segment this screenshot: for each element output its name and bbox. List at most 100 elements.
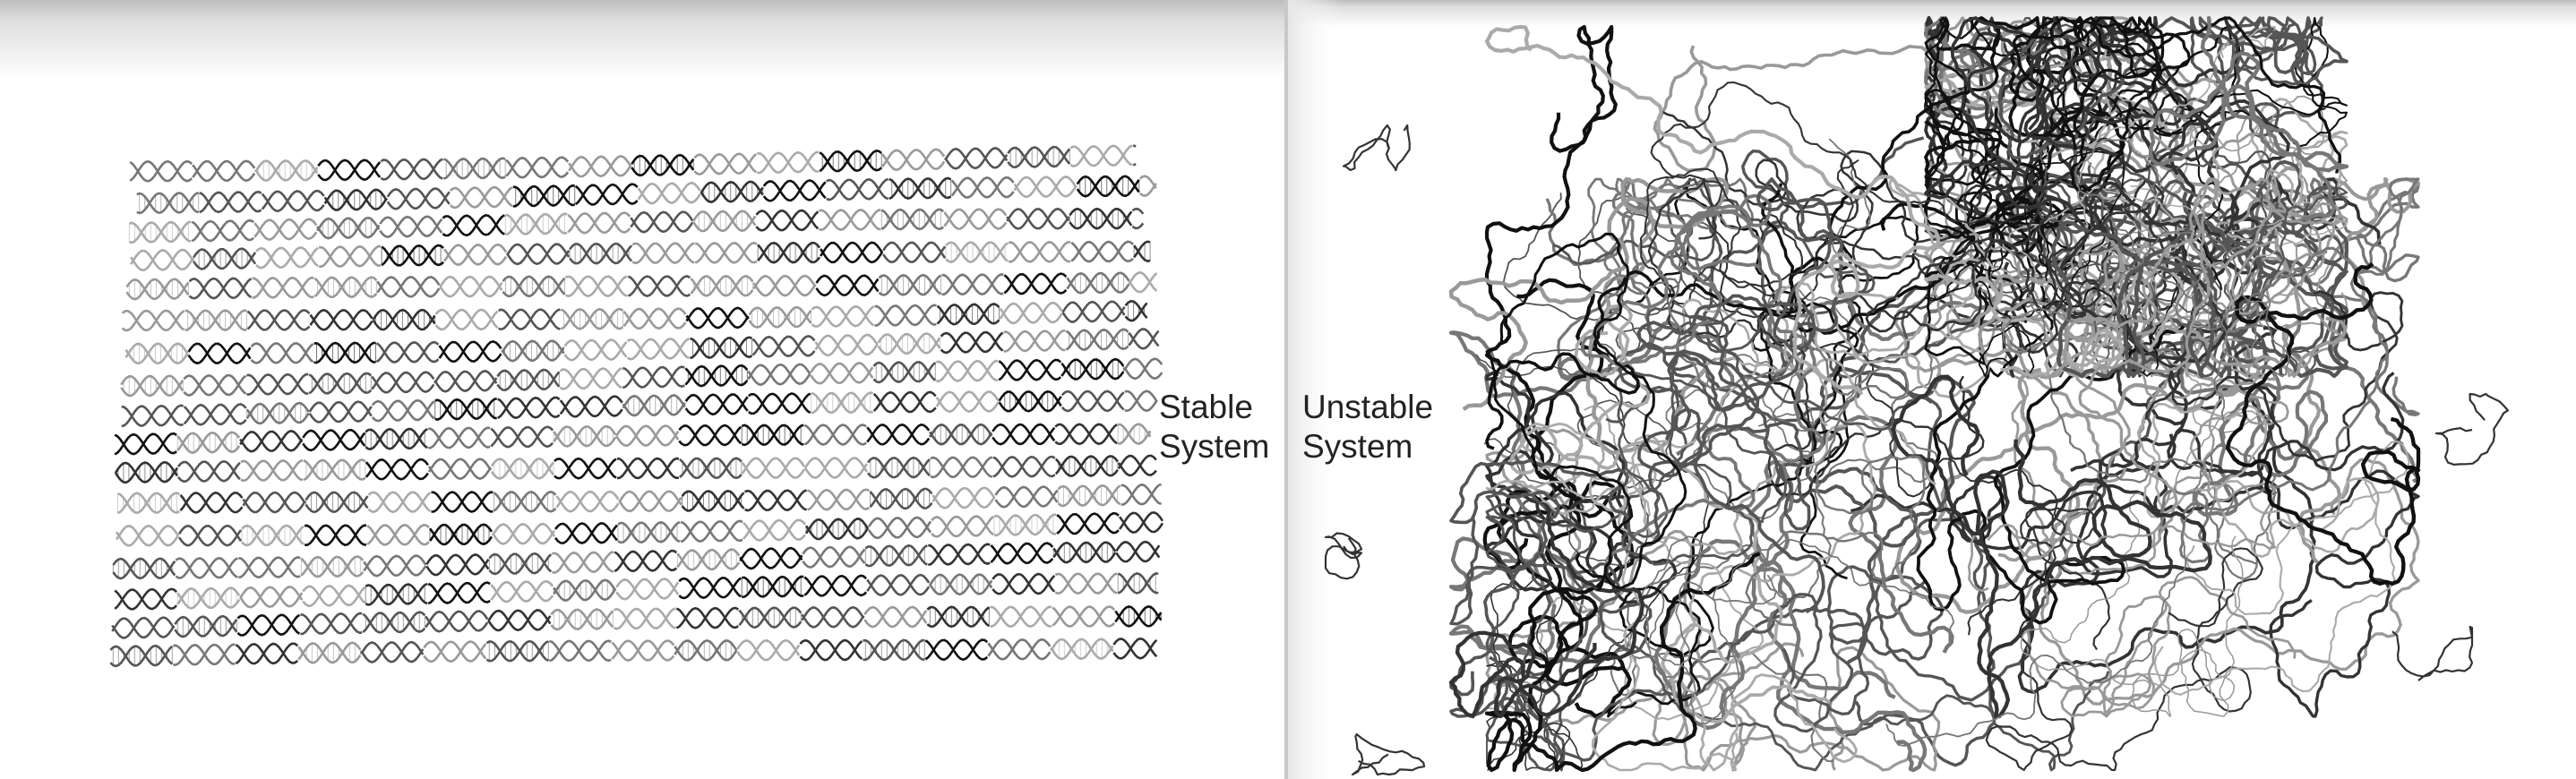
helix-strand — [615, 578, 680, 601]
helix-strand — [932, 486, 996, 509]
helix-strand — [505, 156, 570, 179]
helix-strand — [434, 370, 498, 392]
helix-strand — [1066, 271, 1130, 295]
helix-strand — [864, 544, 928, 568]
helix-strand — [1052, 541, 1117, 564]
helix-strand — [569, 242, 633, 265]
strand — [2020, 492, 2244, 717]
strand — [1449, 314, 1811, 697]
helix-rungs — [569, 244, 630, 264]
helix-strand — [553, 424, 617, 448]
helix-strand — [555, 490, 620, 513]
helix-strand — [443, 244, 508, 267]
helix-strand — [574, 183, 639, 206]
helix-strand — [1123, 357, 1163, 381]
helix-strand — [183, 373, 247, 397]
helix-strand — [174, 614, 238, 638]
helix-strand — [239, 586, 304, 609]
helix-strand — [631, 242, 695, 265]
helix-strand — [176, 431, 241, 454]
helix-strand — [882, 241, 947, 263]
helix-strand — [615, 424, 680, 447]
helix-strand — [300, 555, 365, 578]
helix-strand — [427, 581, 491, 605]
strand — [1485, 427, 1757, 772]
helix-strand — [1117, 572, 1159, 595]
helix-strand — [553, 578, 617, 602]
helix-strand — [304, 524, 367, 547]
helix-strand — [1121, 483, 1162, 506]
helix-strand — [757, 241, 821, 264]
helix-strand — [736, 638, 801, 662]
helix-strand — [987, 638, 1052, 661]
helix-strand — [309, 309, 374, 331]
helix-strand — [748, 392, 811, 415]
helix-strand — [490, 580, 554, 603]
helix-strand — [617, 520, 681, 544]
strand — [1485, 489, 2110, 772]
helix-strand — [1007, 146, 1071, 169]
helix-strand — [319, 244, 382, 268]
helix-strand — [1123, 357, 1163, 380]
strand — [1647, 177, 1985, 497]
helix-strand — [255, 246, 319, 270]
helix-rungs — [117, 462, 178, 483]
helix-strand — [367, 491, 432, 514]
helix-strand — [1056, 511, 1120, 535]
helix-strand — [736, 638, 801, 662]
helix-strand — [994, 485, 1059, 509]
helix-strand — [1054, 423, 1118, 446]
unstable-label-line: System — [1302, 428, 1413, 465]
strand — [1519, 421, 1876, 772]
helix-strand — [999, 302, 1063, 325]
helix-strand — [193, 247, 257, 270]
helix-strand — [616, 457, 680, 480]
helix-strand — [380, 158, 443, 181]
helix-strand — [552, 551, 614, 575]
helix-strand — [990, 542, 1054, 565]
helix-strand — [881, 148, 946, 171]
helix-strand — [1076, 175, 1140, 198]
helix-strand — [1060, 390, 1125, 413]
helix-strand — [487, 609, 552, 632]
strand — [1894, 357, 2262, 614]
strand — [2012, 16, 2342, 193]
helix-strand — [874, 304, 937, 327]
helix-strand — [926, 605, 991, 629]
helix-strand — [752, 274, 817, 297]
helix-strand — [1069, 144, 1133, 167]
helix-strand — [992, 455, 1056, 478]
helix-strand — [1050, 638, 1114, 661]
helix-strand — [115, 524, 180, 547]
helix-strand — [622, 365, 685, 389]
helix-strand — [627, 275, 691, 297]
helix-strand — [690, 336, 752, 360]
helix-strand — [425, 553, 490, 577]
right-side-shade — [1288, 0, 1342, 779]
helix-rungs — [504, 340, 564, 361]
helix-strand — [684, 393, 749, 416]
helix-strand — [877, 332, 941, 355]
helix-strand — [1124, 390, 1158, 413]
helix-strand — [1129, 270, 1158, 292]
strand — [2201, 16, 2348, 278]
helix-strand — [569, 242, 633, 265]
panel-divider — [1284, 0, 1288, 779]
helix-strand — [246, 372, 309, 396]
helix-strand — [559, 366, 623, 390]
helix-strand — [992, 572, 1056, 595]
helix-strand — [174, 615, 238, 638]
helix-strand — [439, 275, 503, 298]
helix-strand — [553, 424, 617, 448]
helix-strand — [371, 371, 435, 394]
helix-strand — [806, 488, 871, 511]
helix-strand — [490, 458, 554, 480]
helix-strand — [185, 309, 247, 331]
helix-strand — [1069, 207, 1133, 230]
helix-strand — [1117, 454, 1157, 476]
helix-strand — [239, 429, 304, 452]
helix-strand — [501, 339, 565, 363]
helix-strand — [379, 215, 443, 238]
helix-strand — [254, 159, 319, 182]
helix-strand — [239, 586, 304, 609]
